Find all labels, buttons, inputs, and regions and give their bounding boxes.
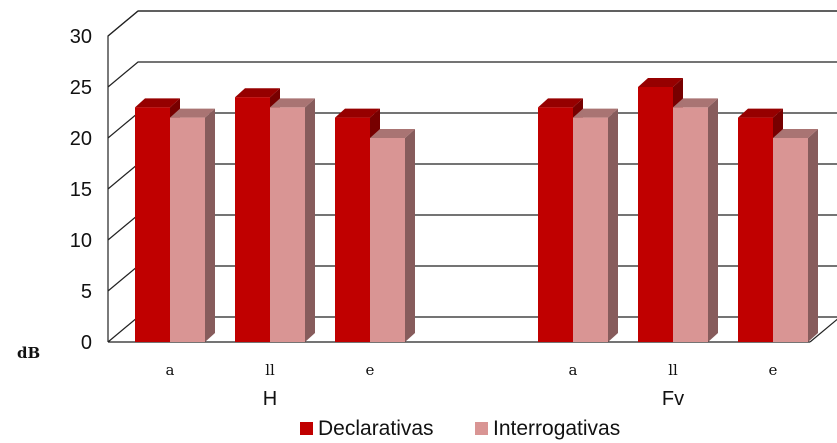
x-category-label: e — [366, 361, 375, 379]
bar-top — [738, 108, 783, 118]
y-axis: 0 5 10 15 20 25 30 — [70, 26, 92, 354]
gridline — [107, 10, 837, 37]
bar-top — [673, 98, 718, 108]
legend-swatch — [300, 422, 313, 435]
bar — [170, 117, 205, 342]
bar — [538, 107, 573, 343]
legend-label: Interrogativas — [493, 417, 620, 440]
bar — [738, 117, 773, 342]
bar — [673, 107, 708, 343]
gridline — [107, 214, 837, 241]
y-tick-label: 0 — [81, 332, 92, 354]
bar-top — [335, 108, 380, 118]
y-tick-label: 10 — [70, 230, 92, 252]
bar — [135, 107, 170, 343]
bars — [135, 78, 818, 343]
x-category-label: ll — [265, 361, 275, 379]
bar — [573, 117, 608, 342]
bar — [335, 117, 370, 342]
bar — [235, 97, 270, 342]
bar-top — [135, 98, 180, 108]
bar-top — [270, 98, 315, 108]
bar-side — [405, 129, 415, 342]
bar-side — [305, 98, 315, 343]
x-axis: a ll e Ha ll e Fv — [166, 361, 778, 410]
gridline — [107, 265, 837, 292]
bar — [270, 107, 305, 343]
x-category-label: a — [569, 361, 578, 379]
gridline — [107, 112, 837, 139]
bar-top — [573, 108, 618, 118]
y-tick-label: 15 — [70, 179, 92, 201]
y-tick-label: 5 — [81, 281, 92, 303]
x-category-label: e — [769, 361, 778, 379]
gridline — [107, 61, 837, 88]
y-tick-label: 20 — [70, 128, 92, 150]
bar-top — [638, 78, 683, 87]
bar-top — [538, 98, 583, 108]
bar — [370, 138, 405, 342]
plot-frame — [107, 10, 837, 343]
legend: Declarativas Interrogativas — [300, 417, 620, 440]
bar-top — [370, 129, 415, 138]
x-category-label: a — [166, 361, 175, 379]
x-category-label: ll — [668, 361, 678, 379]
y-axis-label: dB — [17, 344, 40, 362]
bar — [773, 138, 808, 342]
y-tick-label: 30 — [70, 26, 92, 48]
x-group-label: Fv — [662, 388, 684, 410]
gridline — [107, 163, 837, 190]
bar-top — [170, 108, 215, 118]
bar — [638, 87, 673, 342]
bar-side — [608, 108, 618, 342]
bar-side — [808, 129, 818, 342]
bar-side — [708, 98, 718, 343]
y-tick-label: 25 — [70, 77, 92, 99]
bar-side — [205, 108, 215, 342]
floor-right-edge — [809, 318, 837, 343]
gridline — [107, 316, 837, 343]
legend-swatch — [475, 422, 488, 435]
bar-top — [235, 88, 280, 98]
bar-top — [773, 129, 818, 138]
x-group-label: H — [263, 388, 277, 410]
legend-label: Declarativas — [318, 417, 434, 440]
